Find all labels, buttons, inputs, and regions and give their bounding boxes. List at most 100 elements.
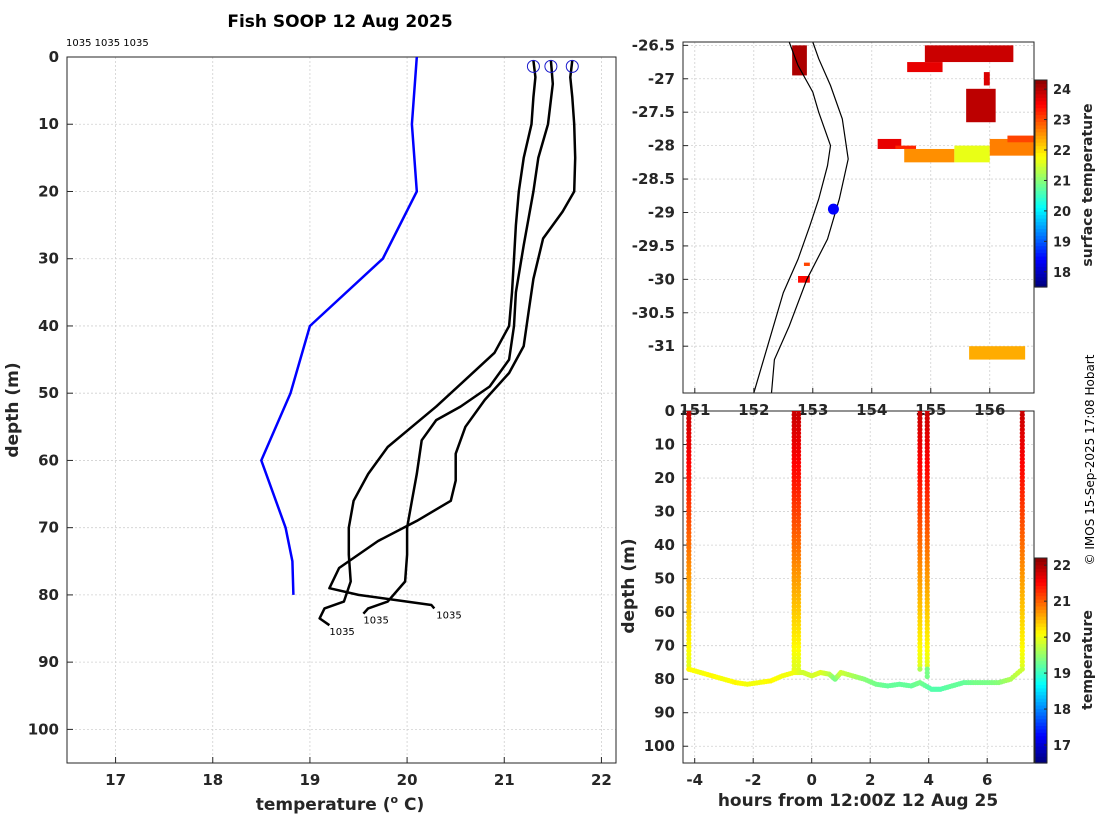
section-colorbar-segment: [1035, 660, 1047, 665]
map-colorbar-segment: [1035, 162, 1047, 167]
section-point: [924, 526, 930, 532]
section-point: [924, 441, 930, 447]
section-point: [1019, 625, 1025, 632]
profile-y-tick-label: 60: [38, 451, 59, 469]
section-point: [791, 489, 797, 495]
section-point: [917, 637, 923, 643]
section-point: [917, 426, 923, 433]
section-point: [791, 644, 797, 650]
section-point: [924, 460, 930, 466]
section-point: [917, 578, 923, 584]
section-point: [795, 644, 802, 650]
section-point: [686, 511, 692, 517]
imos-credit: © IMOS 15-Sep-2025 17:08 Hobart: [1083, 354, 1097, 565]
section-point: [791, 445, 797, 451]
section-point: [1019, 548, 1025, 554]
map-colorbar-segment: [1035, 135, 1047, 140]
top-cast-labels: 1035 1035 1035: [66, 38, 149, 49]
section-point: [686, 637, 692, 643]
section-point: [795, 552, 802, 558]
section-colorbar-segment: [1035, 653, 1047, 658]
section-point: [1019, 578, 1025, 584]
section-colorbar-segment: [1035, 704, 1047, 709]
section-point: [686, 570, 692, 576]
section-point: [917, 592, 923, 598]
section-point: [795, 474, 802, 480]
section-point: [795, 622, 802, 628]
section-point: [686, 415, 692, 421]
section-colorbar-segment: [1035, 612, 1047, 617]
profile-y-tick-label: 40: [38, 317, 59, 335]
section-point: [791, 441, 797, 447]
section-colorbar-segment: [1035, 633, 1047, 638]
map-colorbar-segment: [1035, 159, 1047, 164]
sst-patch: [803, 262, 810, 266]
section-point: [917, 659, 923, 665]
xlabel-degree: o: [391, 793, 399, 806]
section-point: [791, 544, 797, 551]
section-point: [917, 625, 923, 632]
section-point: [924, 456, 930, 462]
section-colorbar: 17 18 19 20 21 22: [1034, 557, 1071, 764]
map-data: [753, 42, 1034, 393]
section-colorbar-segment: [1035, 739, 1047, 744]
section-colorbar-segment: [1035, 636, 1047, 641]
profile-y-tick-label: 30: [38, 250, 59, 268]
section-point: [795, 662, 802, 669]
section-point: [1019, 566, 1025, 573]
section-colorbar-segment: [1035, 561, 1047, 566]
section-point: [924, 530, 930, 536]
map-colorbar-segment: [1035, 114, 1047, 119]
section-colorbar-segment: [1035, 681, 1047, 686]
section-point: [686, 585, 692, 591]
map-colorbar-segment: [1035, 273, 1047, 278]
section-point: [791, 659, 797, 665]
sst-patch: [924, 45, 1014, 63]
section-point: [924, 570, 930, 576]
section-point: [686, 482, 692, 488]
section-point: [791, 614, 797, 621]
sst-patch: [798, 276, 810, 283]
section-y-tick-label: 30: [654, 503, 675, 521]
section-point: [795, 507, 802, 514]
map-colorbar-segment: [1035, 262, 1047, 267]
section-point: [924, 578, 930, 584]
section-point: [686, 474, 692, 480]
section-point: [917, 456, 923, 462]
section-point: [1019, 589, 1025, 595]
profile-y-tick-label: 10: [38, 115, 59, 133]
section-point: [791, 629, 797, 635]
section-point: [795, 578, 802, 584]
section-point: [1017, 668, 1023, 674]
map-colorbar-segment: [1035, 186, 1047, 191]
section-point: [791, 662, 797, 669]
section-point: [795, 460, 802, 466]
section-point: [791, 555, 797, 562]
section-point: [795, 600, 802, 606]
section-point: [791, 452, 797, 458]
section-point: [1019, 445, 1025, 451]
section-point: [686, 437, 692, 444]
map-colorbar-tick-label: 18: [1053, 266, 1071, 281]
section-point: [917, 460, 923, 466]
map-colorbar-segment: [1035, 193, 1047, 198]
section-point: [795, 426, 802, 433]
section-colorbar-segment: [1035, 725, 1047, 730]
section-point: [791, 415, 797, 421]
section-point: [686, 581, 692, 587]
section-point: [924, 659, 930, 665]
section-point: [917, 566, 923, 573]
section-colorbar-tick-label: 19: [1053, 667, 1071, 682]
section-point: [795, 526, 802, 532]
map-colorbar-segment: [1035, 180, 1047, 185]
sst-patch: [904, 148, 955, 163]
section-point: [795, 596, 802, 602]
section-point: [917, 437, 923, 444]
section-point: [686, 559, 692, 565]
section-point: [686, 607, 692, 613]
sst-patch: [895, 145, 917, 149]
map-colorbar-segment: [1035, 80, 1047, 85]
section-point: [924, 637, 930, 643]
section-colorbar-segment: [1035, 585, 1047, 590]
